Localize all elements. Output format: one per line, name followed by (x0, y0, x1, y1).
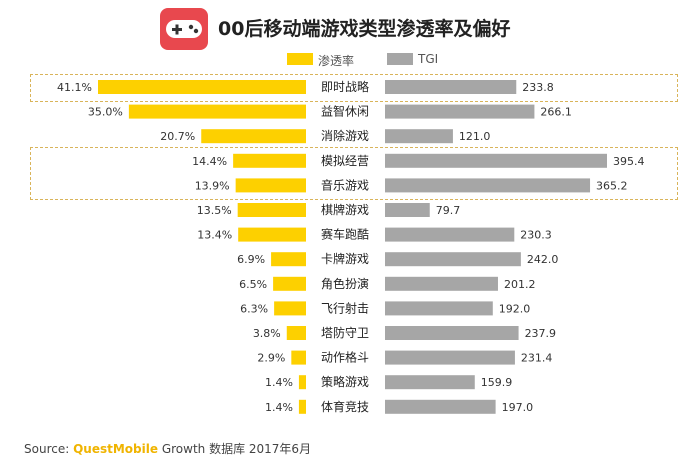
category-label: 音乐游戏 (321, 177, 369, 192)
data-label-tgi: 231.4 (521, 352, 553, 365)
data-label-penetration: 14.4% (192, 155, 227, 168)
category-label: 飞行射击 (321, 300, 369, 315)
bar-tgi (385, 326, 519, 340)
bar-penetration (271, 252, 306, 267)
category-label: 动作格斗 (321, 350, 369, 365)
bar-penetration (298, 375, 306, 390)
data-label-tgi: 201.2 (504, 278, 536, 291)
category-label: 卡牌游戏 (321, 252, 369, 266)
bar-tgi (385, 178, 591, 193)
bar-penetration (273, 276, 306, 291)
data-label-tgi: 395.4 (613, 155, 645, 168)
bar-tgi (385, 80, 517, 94)
legend-label-penetration: 渗透率 (318, 54, 355, 68)
legend-label-tgi: TGI (418, 52, 439, 66)
bar-tgi (385, 153, 607, 168)
data-label-tgi: 197.0 (502, 401, 534, 414)
bar-penetration (233, 153, 306, 168)
source-text: Growth 数据库 2017年6月 (161, 442, 312, 456)
data-label-penetration: 35.0% (88, 106, 123, 119)
bar-tgi (385, 227, 515, 242)
category-label: 角色扮演 (321, 276, 369, 291)
data-label-penetration: 6.9% (237, 253, 265, 266)
data-label-penetration: 3.8% (253, 327, 281, 340)
bar-penetration (274, 301, 306, 316)
legend-swatch-penetration (287, 53, 313, 65)
bar-tgi (385, 399, 496, 414)
bar-penetration (235, 178, 306, 193)
data-label-tgi: 230.3 (520, 229, 552, 242)
bar-penetration (98, 80, 306, 94)
bar-tgi (385, 276, 498, 291)
data-label-penetration: 41.1% (57, 81, 92, 94)
bar-tgi (385, 129, 453, 144)
data-label-penetration: 6.3% (240, 302, 268, 315)
legend-swatch-tgi (387, 53, 413, 65)
category-label: 即时战略 (321, 79, 369, 94)
bar-penetration (291, 350, 306, 365)
bar-tgi (385, 301, 493, 316)
category-label: 棋牌游戏 (321, 203, 369, 217)
category-label: 模拟经营 (321, 154, 369, 168)
data-label-tgi: 121.0 (459, 130, 491, 143)
source-label: Source: (24, 442, 70, 456)
bar-tgi (385, 350, 515, 365)
highlight-box-middle (30, 147, 678, 200)
bar-penetration (128, 104, 306, 119)
data-label-penetration: 13.4% (197, 229, 232, 242)
bar-penetration (286, 326, 306, 340)
bar-tgi (385, 104, 535, 119)
chart-title: 00后移动端游戏类型渗透率及偏好 (218, 18, 511, 40)
category-label: 消除游戏 (321, 128, 369, 143)
data-label-tgi: 233.8 (522, 81, 554, 94)
bar-tgi (385, 375, 475, 390)
category-label: 体育竞技 (321, 399, 369, 414)
data-label-tgi: 365.2 (596, 179, 628, 192)
data-label-tgi: 79.7 (436, 204, 461, 217)
bar-penetration (238, 227, 306, 242)
category-label: 赛车跑酷 (321, 227, 369, 242)
data-label-tgi: 266.1 (540, 106, 572, 119)
source-note: Source: QuestMobile Growth 数据库 2017年6月 (24, 440, 311, 457)
highlight-box-top (30, 74, 678, 102)
gamepad-icon (160, 8, 208, 50)
source-brand: QuestMobile (73, 442, 158, 456)
data-label-penetration: 20.7% (160, 130, 195, 143)
data-label-penetration: 13.5% (197, 204, 232, 217)
data-label-tgi: 242.0 (527, 253, 559, 266)
category-label: 策略游戏 (321, 374, 369, 389)
category-label: 塔防守卫 (321, 325, 369, 340)
data-label-tgi: 237.9 (525, 327, 557, 340)
data-label-tgi: 192.0 (499, 302, 531, 315)
bar-tgi (385, 252, 521, 267)
data-label-tgi: 159.9 (481, 376, 513, 389)
data-label-penetration: 6.5% (239, 278, 267, 291)
data-label-penetration: 1.4% (265, 401, 293, 414)
category-label: 益智休闲 (321, 104, 369, 119)
bar-penetration (237, 203, 306, 217)
bar-tgi (385, 203, 430, 217)
data-label-penetration: 1.4% (265, 376, 293, 389)
data-label-penetration: 2.9% (257, 352, 285, 365)
bar-penetration (201, 129, 306, 144)
data-label-penetration: 13.9% (195, 179, 230, 192)
bar-penetration (298, 399, 306, 414)
